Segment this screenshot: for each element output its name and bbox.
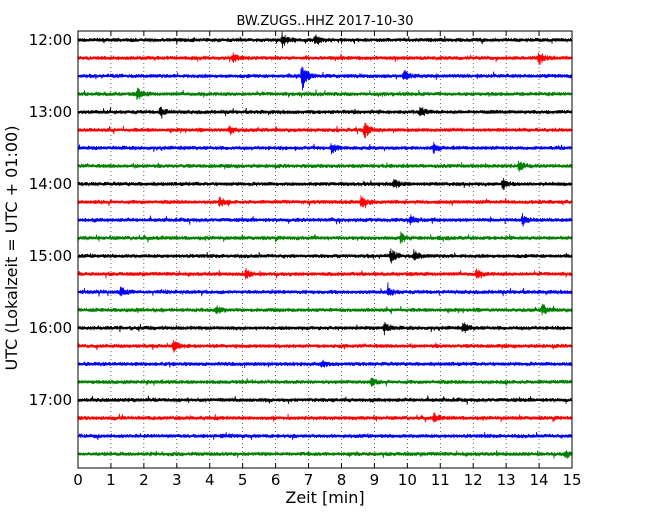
x-tick-label: 10 bbox=[398, 471, 417, 489]
x-tick-label: 0 bbox=[73, 471, 83, 489]
x-tick-label: 1 bbox=[106, 471, 116, 489]
x-tick-label: 9 bbox=[370, 471, 380, 489]
grid-lines bbox=[110, 31, 540, 468]
x-tick-label: 2 bbox=[139, 471, 149, 489]
y-tick-label: 14:00 bbox=[29, 175, 72, 193]
seismic-trace bbox=[77, 122, 573, 139]
x-tick-label: 8 bbox=[337, 471, 347, 489]
x-axis-ticks: 0 1 2 3 4 5 6 7 8 9 10 11 12 13 14 15 bbox=[73, 31, 582, 489]
seismic-trace bbox=[77, 449, 573, 459]
seismic-trace bbox=[77, 87, 573, 100]
y-axis-ticks: 12:00 13:00 14:00 15:00 16:00 17:00 bbox=[29, 31, 83, 409]
x-tick-label: 6 bbox=[271, 471, 281, 489]
x-tick-label: 7 bbox=[304, 471, 314, 489]
seismic-trace bbox=[77, 231, 573, 244]
chart-title: BW.ZUGS..HHZ 2017-10-30 bbox=[236, 14, 413, 29]
x-tick-label: 11 bbox=[431, 471, 450, 489]
x-tick-label: 3 bbox=[172, 471, 182, 489]
seismic-trace bbox=[77, 268, 573, 280]
seismic-trace bbox=[77, 177, 573, 190]
seismic-trace bbox=[77, 248, 573, 264]
seismic-trace bbox=[77, 141, 573, 155]
seismic-trace bbox=[77, 303, 573, 316]
seismic-trace bbox=[77, 359, 573, 368]
seismic-trace bbox=[77, 106, 573, 119]
y-tick-label: 13:00 bbox=[29, 103, 72, 121]
seismic-trace bbox=[77, 339, 573, 353]
seismic-trace bbox=[77, 66, 573, 91]
seismic-trace bbox=[77, 195, 573, 209]
seismic-trace bbox=[77, 432, 573, 441]
seismic-trace bbox=[77, 322, 573, 336]
seismic-trace bbox=[77, 377, 573, 387]
y-tick-label: 17:00 bbox=[29, 391, 72, 409]
x-tick-label: 4 bbox=[205, 471, 215, 489]
x-tick-label: 5 bbox=[238, 471, 248, 489]
y-tick-label: 12:00 bbox=[29, 31, 72, 49]
y-tick-label: 15:00 bbox=[29, 247, 72, 265]
x-tick-label: 12 bbox=[464, 471, 483, 489]
seismic-trace bbox=[77, 160, 573, 173]
y-axis-label: UTC (Lokalzeit = UTC + 01:00) bbox=[2, 126, 21, 371]
plot-frame bbox=[77, 30, 573, 469]
seismic-trace bbox=[77, 395, 573, 405]
seismic-trace bbox=[77, 282, 573, 297]
seismic-trace bbox=[77, 52, 573, 65]
seismic-trace bbox=[77, 412, 573, 423]
y-tick-label: 16:00 bbox=[29, 319, 72, 337]
x-axis-label: Zeit [min] bbox=[285, 488, 364, 507]
x-tick-label: 14 bbox=[530, 471, 549, 489]
seismic-trace bbox=[77, 31, 573, 49]
seismic-trace bbox=[77, 212, 573, 227]
x-tick-label: 13 bbox=[497, 471, 516, 489]
seismic-traces bbox=[77, 31, 573, 459]
x-tick-label: 15 bbox=[562, 471, 581, 489]
